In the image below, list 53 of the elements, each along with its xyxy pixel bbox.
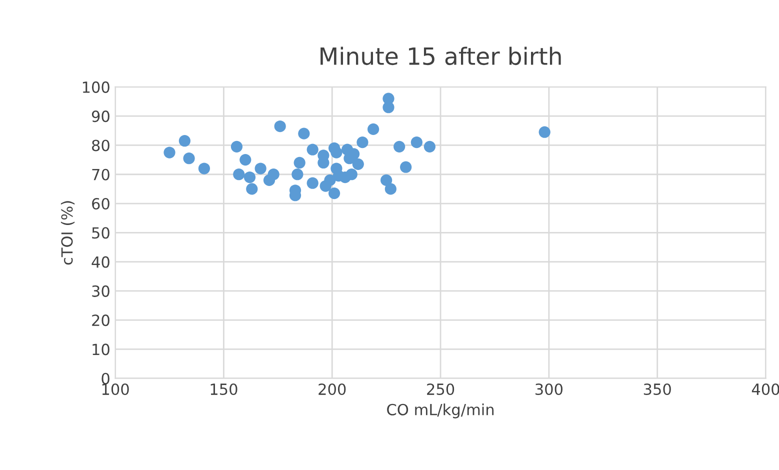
point <box>240 154 252 166</box>
point <box>306 177 318 189</box>
point <box>294 156 306 169</box>
point <box>306 144 318 156</box>
y-tick-label: 0 <box>102 372 110 384</box>
y-axis-title: cTOI (%) <box>60 201 75 265</box>
point <box>380 174 392 186</box>
x-tick-label: 150 <box>210 383 238 396</box>
point <box>424 140 436 152</box>
point <box>352 158 364 170</box>
point <box>394 140 406 152</box>
point <box>268 168 280 180</box>
point <box>330 146 342 158</box>
x-tick-label: 350 <box>644 383 671 396</box>
point <box>356 136 368 148</box>
point <box>400 161 412 173</box>
y-tick-label: 30 <box>92 285 110 297</box>
point <box>324 174 336 186</box>
point <box>410 136 422 148</box>
y-tick-label: 20 <box>92 314 110 326</box>
point <box>328 188 340 200</box>
point <box>198 162 210 174</box>
point <box>298 128 310 140</box>
y-tick-label: 10 <box>92 344 110 356</box>
y-tick-label: 80 <box>92 140 110 152</box>
x-axis-title: CO mL/kg/min <box>387 404 494 418</box>
point <box>230 140 243 152</box>
point <box>183 152 195 164</box>
point <box>384 183 396 195</box>
x-tick-label: 200 <box>318 383 346 396</box>
x-tick-label: 250 <box>427 383 454 396</box>
point <box>164 146 176 158</box>
x-tick-label: 100 <box>102 383 129 396</box>
x-tick-label: 300 <box>536 383 562 396</box>
point <box>368 123 380 136</box>
point <box>178 135 190 147</box>
y-tick-label: 100 <box>82 81 110 93</box>
point <box>382 102 394 114</box>
point <box>254 162 266 174</box>
point <box>538 126 550 138</box>
point <box>246 183 258 195</box>
point <box>244 171 256 184</box>
y-tick-label: 50 <box>92 227 110 239</box>
point <box>346 168 358 180</box>
point <box>292 168 304 180</box>
y-tick-label: 60 <box>92 198 110 210</box>
point <box>274 120 286 132</box>
point <box>233 168 245 180</box>
y-tick-label: 70 <box>92 168 110 180</box>
y-tick-label: 40 <box>92 256 110 268</box>
x-tick-label: 400 <box>752 383 779 396</box>
y-tick-label: 90 <box>92 110 110 122</box>
chart-title: Minute 15 after birth <box>320 46 561 66</box>
